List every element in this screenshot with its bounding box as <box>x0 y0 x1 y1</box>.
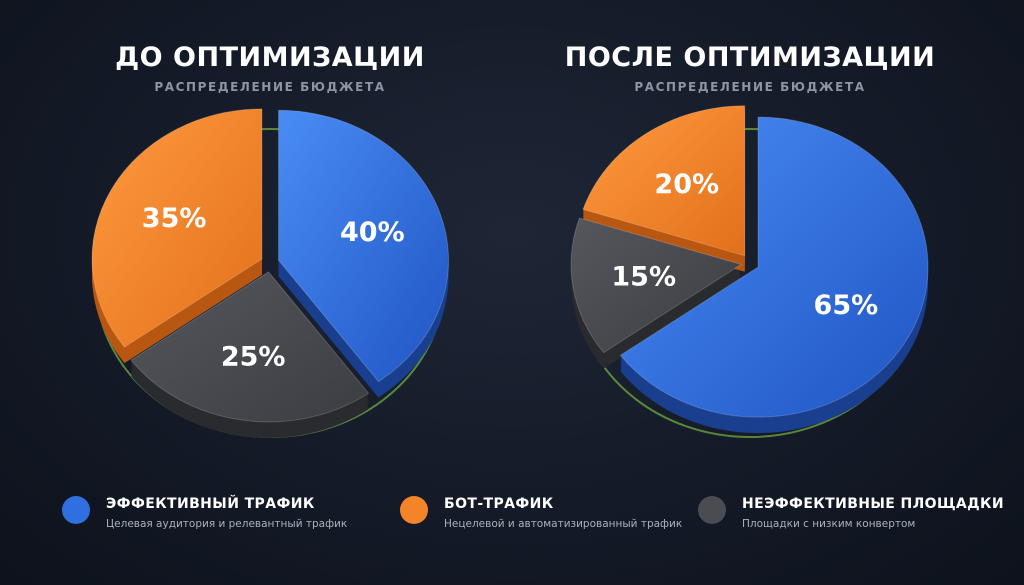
slice-bot <box>91 108 263 348</box>
chart-subtitle: РАСПРЕДЕЛЕНИЕ БЮДЖЕТА <box>634 80 866 94</box>
legend-swatch <box>400 496 428 524</box>
chart-title: ДО ОПТИМИЗАЦИИ <box>115 42 425 73</box>
pie-chart-before: 40% 25% 35% <box>91 108 450 438</box>
slice-ineffective-label: 25% <box>221 341 286 372</box>
slice-effective-label: 40% <box>340 217 405 248</box>
legend-description: Целевая аудитория и релевантный трафик <box>106 518 348 530</box>
slice-ineffective-label: 15% <box>611 262 676 293</box>
legend-title: БОТ-ТРАФИК <box>444 496 554 512</box>
slice-effective <box>619 116 929 418</box>
legend-title: НЕЭФФЕКТИВНЫЕ ПЛОЩАДКИ <box>742 496 1004 512</box>
slice-effective-label: 65% <box>814 290 879 321</box>
legend-swatch <box>62 496 90 524</box>
slice-effective <box>278 109 450 383</box>
pie-chart-after: 65% 15% 20% <box>570 105 929 438</box>
chart-panel-after: ПОСЛЕ ОПТИМИЗАЦИИ РАСПРЕДЕЛЕНИЕ БЮДЖЕТА … <box>515 0 985 470</box>
slice-bot-label: 35% <box>142 203 207 234</box>
legend-description: Площадки с низким конвертом <box>742 518 916 530</box>
chart-panel-before: ДО ОПТИМИЗАЦИИ РАСПРЕДЕЛЕНИЕ БЮДЖЕТА 40%… <box>35 0 505 470</box>
legend-description: Нецелевой и автоматизированный трафик <box>444 518 683 530</box>
slice-ineffective <box>570 217 743 354</box>
legend-title: ЭФФЕКТИВНЫЙ ТРАФИК <box>106 496 315 512</box>
slice-bot <box>582 105 746 257</box>
slice-ineffective <box>130 271 370 423</box>
chart-subtitle: РАСПРЕДЕЛЕНИЕ БЮДЖЕТА <box>154 80 386 94</box>
slice-bot-label: 20% <box>654 169 719 200</box>
chart-title: ПОСЛЕ ОПТИМИЗАЦИИ <box>564 42 936 73</box>
legend: ЭФФЕКТИВНЫЙ ТРАФИК Целевая аудитория и р… <box>0 490 1024 550</box>
legend-swatch <box>698 496 726 524</box>
